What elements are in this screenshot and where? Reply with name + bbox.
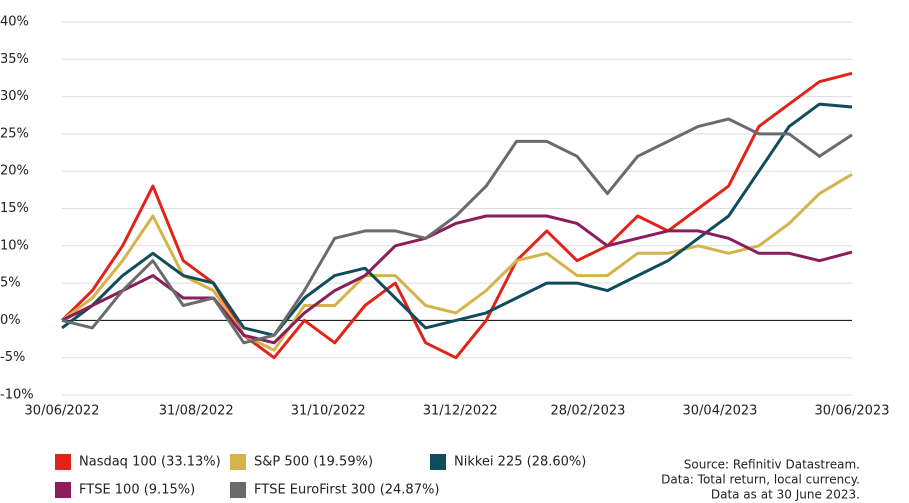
series-line — [61, 173, 853, 352]
legend-swatch — [55, 482, 71, 498]
y-tick-label: 25% — [0, 126, 29, 141]
y-tick-label: 40% — [0, 15, 29, 30]
legend-label: Nikkei 225 (28.60%) — [454, 455, 586, 470]
legend-swatch — [55, 454, 71, 470]
source-note: Source: Refinitiv Datastream. — [684, 458, 860, 472]
x-tick-label: 30/06/2023 — [815, 404, 890, 419]
legend-swatch — [230, 454, 246, 470]
legend-label: Nasdaq 100 (33.13%) — [79, 455, 221, 470]
series-line — [61, 214, 853, 345]
x-tick-label: 30/04/2023 — [683, 404, 758, 419]
legend-swatch — [230, 482, 246, 498]
y-tick-label: 35% — [0, 52, 29, 67]
y-tick-label: 20% — [0, 164, 29, 179]
source-note: Data as at 30 June 2023. — [711, 488, 860, 502]
series-line — [61, 117, 853, 345]
legend-label: FTSE EuroFirst 300 (24.87%) — [254, 483, 439, 498]
y-tick-label: -5% — [0, 350, 25, 365]
y-tick-label: 5% — [0, 276, 21, 291]
series-line — [61, 102, 853, 337]
source-note: Data: Total return, local currency. — [661, 473, 860, 487]
x-tick-label: 31/12/2022 — [423, 404, 498, 419]
y-tick-label: 10% — [0, 238, 29, 253]
x-tick-label: 31/10/2022 — [291, 404, 366, 419]
y-tick-label: 15% — [0, 201, 29, 216]
legend-label: S&P 500 (19.59%) — [254, 455, 373, 470]
y-tick-label: -10% — [0, 388, 34, 403]
y-tick-label: 30% — [0, 89, 29, 104]
x-tick-label: 28/02/2023 — [550, 404, 625, 419]
x-tick-label: 30/06/2022 — [25, 404, 100, 419]
legend-swatch — [430, 454, 446, 470]
series-line — [60, 71, 853, 360]
x-tick-label: 31/08/2022 — [159, 404, 234, 419]
y-tick-label: 0% — [0, 313, 21, 328]
legend-label: FTSE 100 (9.15%) — [79, 483, 195, 498]
